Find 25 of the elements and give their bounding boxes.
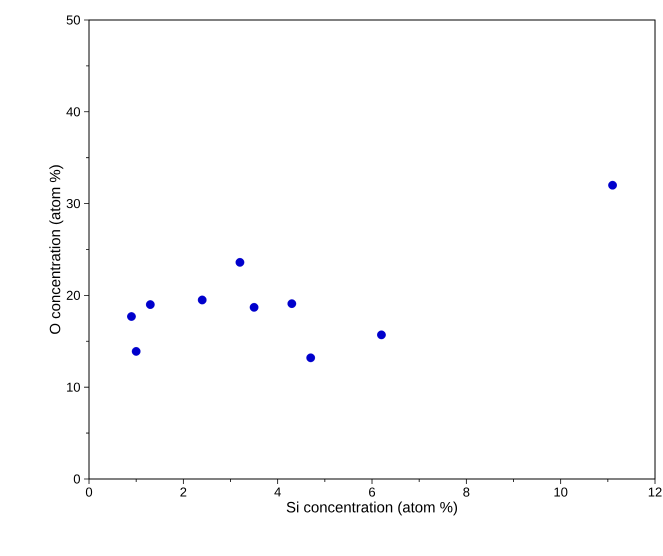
point (287, 299, 296, 308)
y-tick-label: 0 (74, 474, 80, 484)
x-axis-title: Si concentration (atom %) (286, 502, 458, 516)
x-tick-label: 8 (463, 487, 470, 497)
point (198, 296, 207, 304)
point (250, 302, 258, 312)
point (306, 353, 316, 362)
point (608, 180, 617, 190)
x-tick-label: 2 (180, 487, 186, 497)
point (377, 330, 386, 340)
point (132, 347, 141, 356)
x-tick-label: 6 (369, 487, 376, 497)
y-axis-title: O concentration (atom %) (49, 165, 64, 334)
x-tick-label: 10 (554, 487, 568, 497)
point (146, 300, 155, 309)
point (127, 312, 136, 321)
point (236, 258, 244, 267)
y-tick-label: 30 (66, 199, 80, 208)
x-tick-label: 0 (86, 487, 92, 497)
y-tick-label: 10 (67, 382, 80, 392)
x-tick-label: 12 (648, 487, 662, 497)
x-tick-label: 4 (274, 487, 281, 496)
y-tick-label: 40 (66, 107, 80, 116)
y-tick-label: 20 (66, 290, 80, 300)
y-tick-label: 50 (66, 15, 80, 25)
